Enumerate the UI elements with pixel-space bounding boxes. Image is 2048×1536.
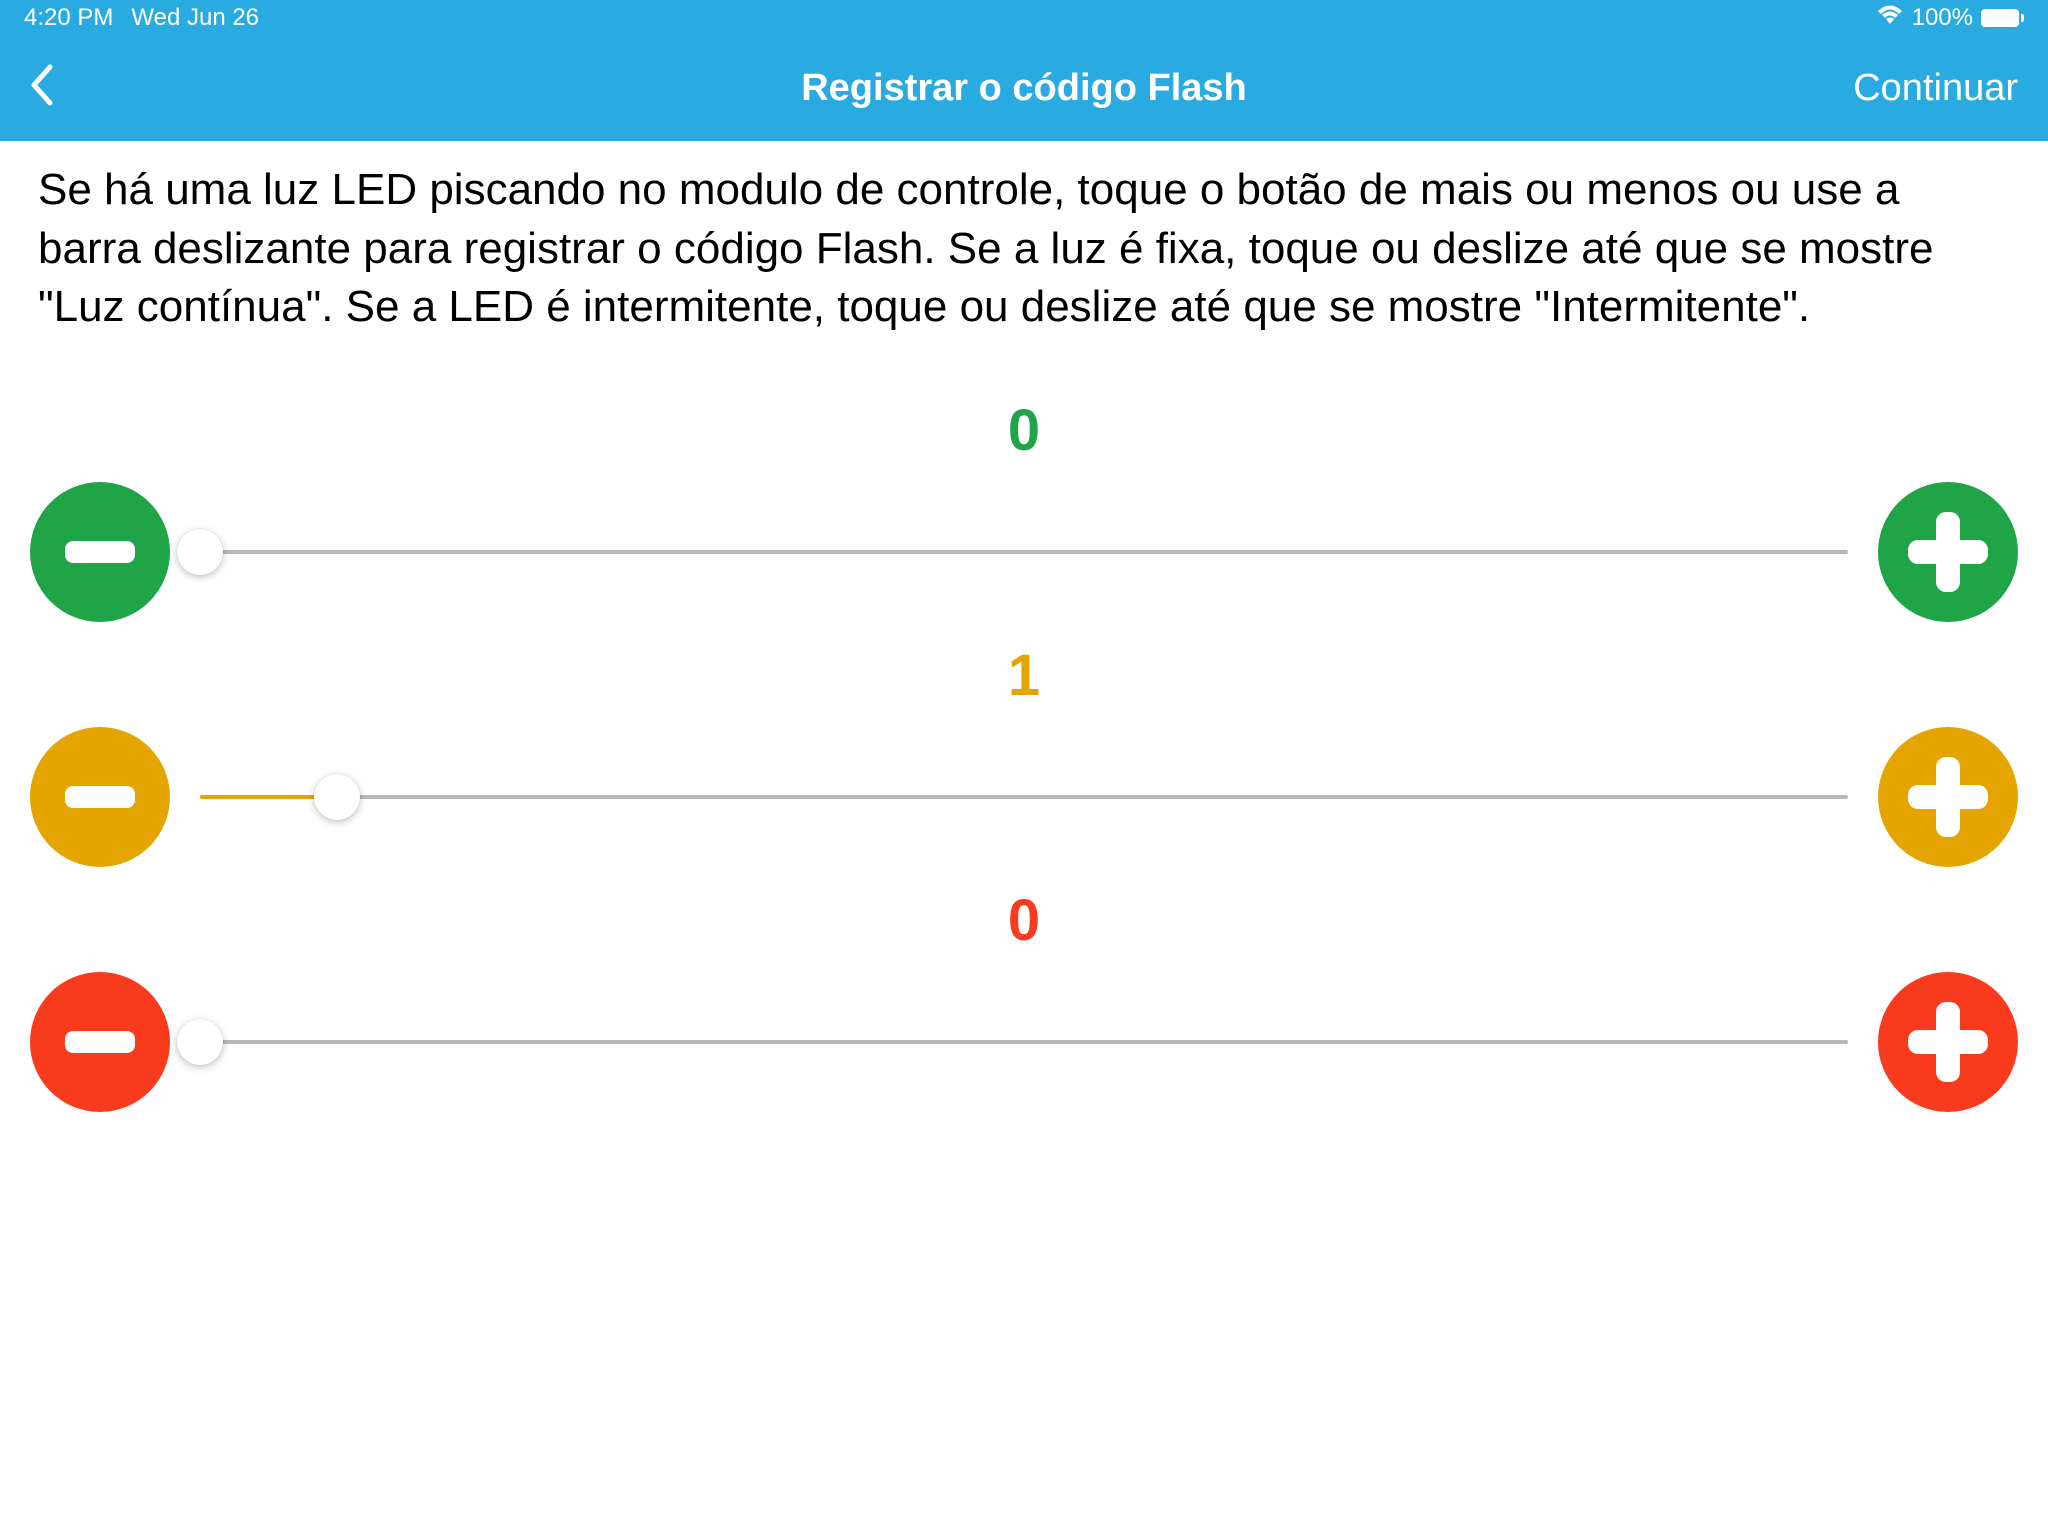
- plus-button-yellow[interactable]: [1878, 727, 2018, 867]
- slider-value-green: 0: [30, 397, 2018, 464]
- slider-value-yellow: 1: [30, 642, 2018, 709]
- plus-icon: [1908, 1002, 1988, 1082]
- nav-bar: Registrar o código Flash Continuar: [0, 36, 2048, 141]
- minus-button-red[interactable]: [30, 972, 170, 1112]
- battery-icon: [1981, 9, 2024, 27]
- slider-thumb-red[interactable]: [177, 1019, 223, 1065]
- status-time: 4:20 PM: [24, 4, 113, 32]
- slider-track-green[interactable]: [200, 550, 1848, 554]
- status-right: 100%: [1876, 4, 2024, 33]
- back-button[interactable]: [30, 58, 230, 120]
- minus-icon: [65, 786, 135, 808]
- status-left: 4:20 PM Wed Jun 26: [24, 4, 259, 32]
- sliders-container: 0 1: [0, 357, 2048, 1112]
- slider-thumb-green[interactable]: [177, 529, 223, 575]
- slider-value-red: 0: [30, 887, 2018, 954]
- status-bar: 4:20 PM Wed Jun 26 100%: [0, 0, 2048, 36]
- slider-thumb-yellow[interactable]: [314, 774, 360, 820]
- slider-row-red: 0: [30, 887, 2018, 1112]
- continue-button[interactable]: Continuar: [1818, 67, 2018, 110]
- plus-icon: [1908, 757, 1988, 837]
- plus-button-green[interactable]: [1878, 482, 2018, 622]
- battery-percent: 100%: [1912, 4, 1973, 32]
- slider-track-red[interactable]: [200, 1040, 1848, 1044]
- wifi-icon: [1876, 4, 1904, 33]
- instructions-text: Se há uma luz LED piscando no modulo de …: [0, 141, 2048, 357]
- slider-track-yellow[interactable]: [200, 795, 1848, 799]
- slider-row-green: 0: [30, 397, 2018, 622]
- minus-button-green[interactable]: [30, 482, 170, 622]
- minus-icon: [65, 541, 135, 563]
- page-title: Registrar o código Flash: [230, 67, 1818, 110]
- plus-button-red[interactable]: [1878, 972, 2018, 1112]
- plus-icon: [1908, 512, 1988, 592]
- minus-button-yellow[interactable]: [30, 727, 170, 867]
- slider-row-yellow: 1: [30, 642, 2018, 867]
- status-date: Wed Jun 26: [131, 4, 259, 32]
- minus-icon: [65, 1031, 135, 1053]
